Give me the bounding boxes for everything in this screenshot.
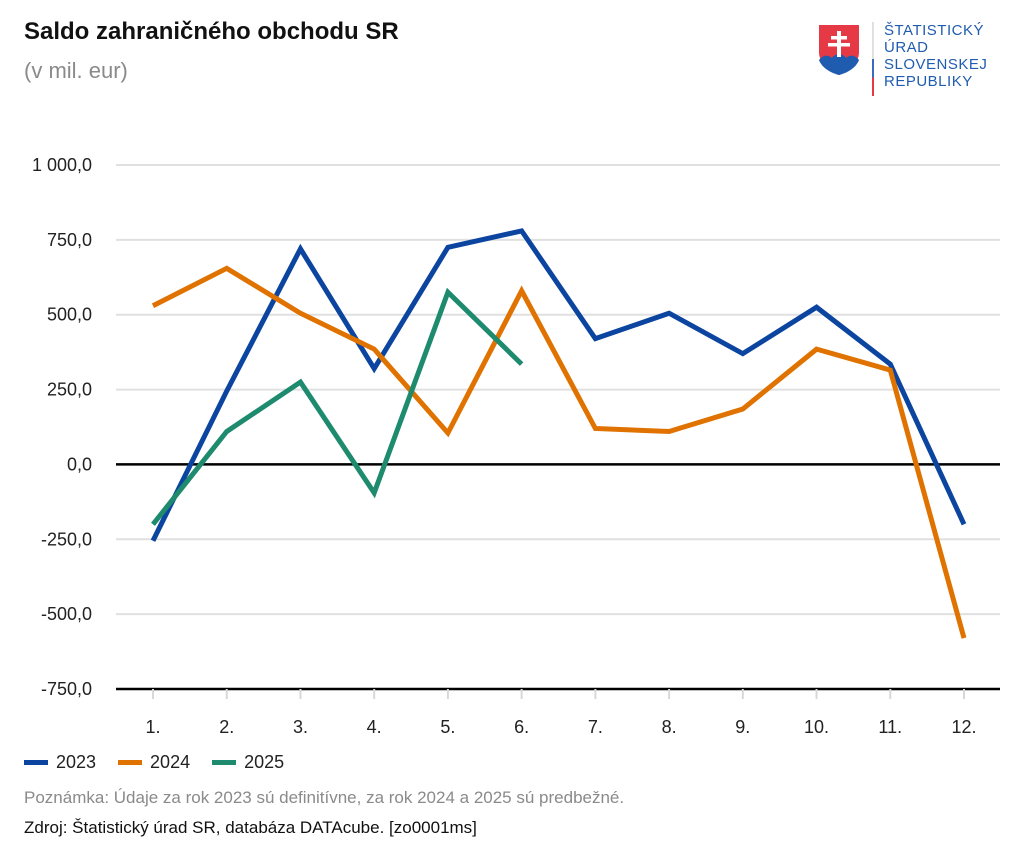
y-tick-label: 250,0 (47, 380, 92, 400)
logo-line: ÚRAD (884, 39, 929, 56)
x-tick-label: 6. (514, 717, 529, 737)
series-line-2025 (151, 287, 524, 526)
logo-text: ŠTATISTICKÝ ÚRAD SLOVENSKEJ REPUBLIKY (884, 22, 987, 90)
x-tick-label: 4. (367, 717, 382, 737)
statistical-office-logo: ŠTATISTICKÝ ÚRAD SLOVENSKEJ REPUBLIKY (818, 22, 1008, 98)
x-tick-label: 3. (293, 717, 308, 737)
y-tick-label: 500,0 (47, 305, 92, 325)
source-note: Zdroj: Štatistický úrad SR, databáza DAT… (24, 818, 477, 837)
legend-swatch (212, 760, 237, 765)
legend-label: 2023 (56, 752, 97, 772)
legend-item-2025[interactable]: 2025 (212, 752, 284, 773)
logo-divider (872, 22, 874, 96)
x-tick-label: 11. (878, 717, 902, 737)
x-tick-label: 10. (804, 717, 829, 737)
y-tick-label: 1 000,0 (32, 155, 92, 175)
legend-label: 2024 (150, 752, 191, 772)
x-tick-label: 1. (145, 717, 160, 737)
series-line-2024 (151, 265, 967, 639)
footnote: Poznámka: Údaje za rok 2023 sú definitív… (24, 788, 625, 807)
chart-subtitle: (v mil. eur) (24, 58, 128, 83)
x-tick-label: 8. (662, 717, 677, 737)
logo-line: ŠTATISTICKÝ (884, 22, 984, 39)
y-tick-label: 0,0 (67, 454, 92, 474)
x-tick-label: 9. (735, 717, 750, 737)
logo-line: SLOVENSKEJ (884, 56, 988, 73)
chart-title: Saldo zahraničného obchodu SR (24, 18, 399, 45)
slovak-coat-of-arms-icon (819, 25, 859, 75)
y-tick-label: -500,0 (41, 604, 92, 624)
legend: 2023 2024 2025 (24, 752, 284, 773)
y-tick-label: 750,0 (47, 230, 92, 250)
y-tick-label: -250,0 (41, 529, 92, 549)
y-tick-label: -750,0 (41, 679, 92, 699)
logo-line: REPUBLIKY (884, 73, 973, 90)
line-chart: 1 000,0 750,0 500,0 250,0 0,0 -250,0 -500,0 -75… (32, 155, 1000, 737)
legend-swatch (24, 760, 48, 765)
legend-swatch (118, 760, 143, 765)
x-tick-label: 7. (588, 717, 603, 737)
x-tick-label: 5. (440, 717, 455, 737)
series-line-2023 (150, 228, 967, 542)
x-tick-label: 2. (219, 717, 234, 737)
legend-item-2023[interactable]: 2023 (24, 752, 96, 773)
x-tick-label: 12. (951, 717, 976, 737)
legend-label: 2025 (244, 752, 285, 772)
legend-item-2024[interactable]: 2024 (118, 752, 190, 773)
